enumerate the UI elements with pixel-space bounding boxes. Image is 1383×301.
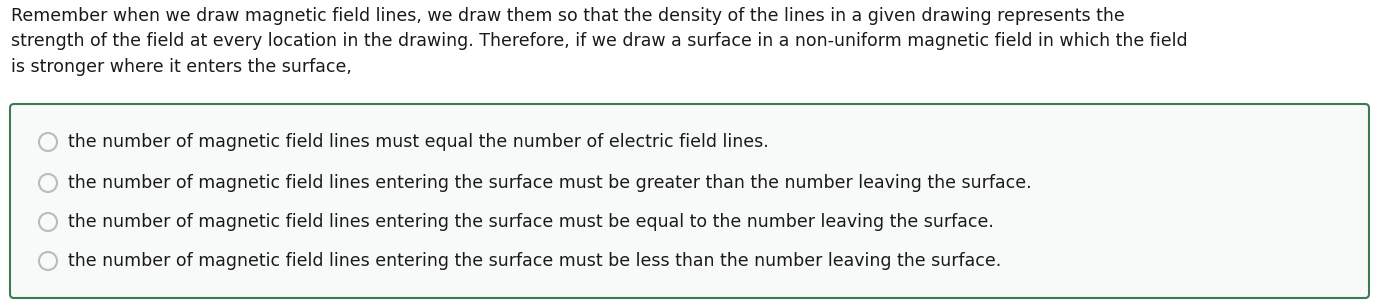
Text: Remember when we draw magnetic field lines, we draw them so that the density of : Remember when we draw magnetic field lin… [11, 7, 1188, 76]
Text: the number of magnetic field lines entering the surface must be equal to the num: the number of magnetic field lines enter… [68, 213, 994, 231]
FancyBboxPatch shape [10, 104, 1369, 298]
Text: the number of magnetic field lines entering the surface must be greater than the: the number of magnetic field lines enter… [68, 174, 1032, 192]
Text: the number of magnetic field lines entering the surface must be less than the nu: the number of magnetic field lines enter… [68, 252, 1001, 270]
Text: the number of magnetic field lines must equal the number of electric field lines: the number of magnetic field lines must … [68, 133, 769, 151]
